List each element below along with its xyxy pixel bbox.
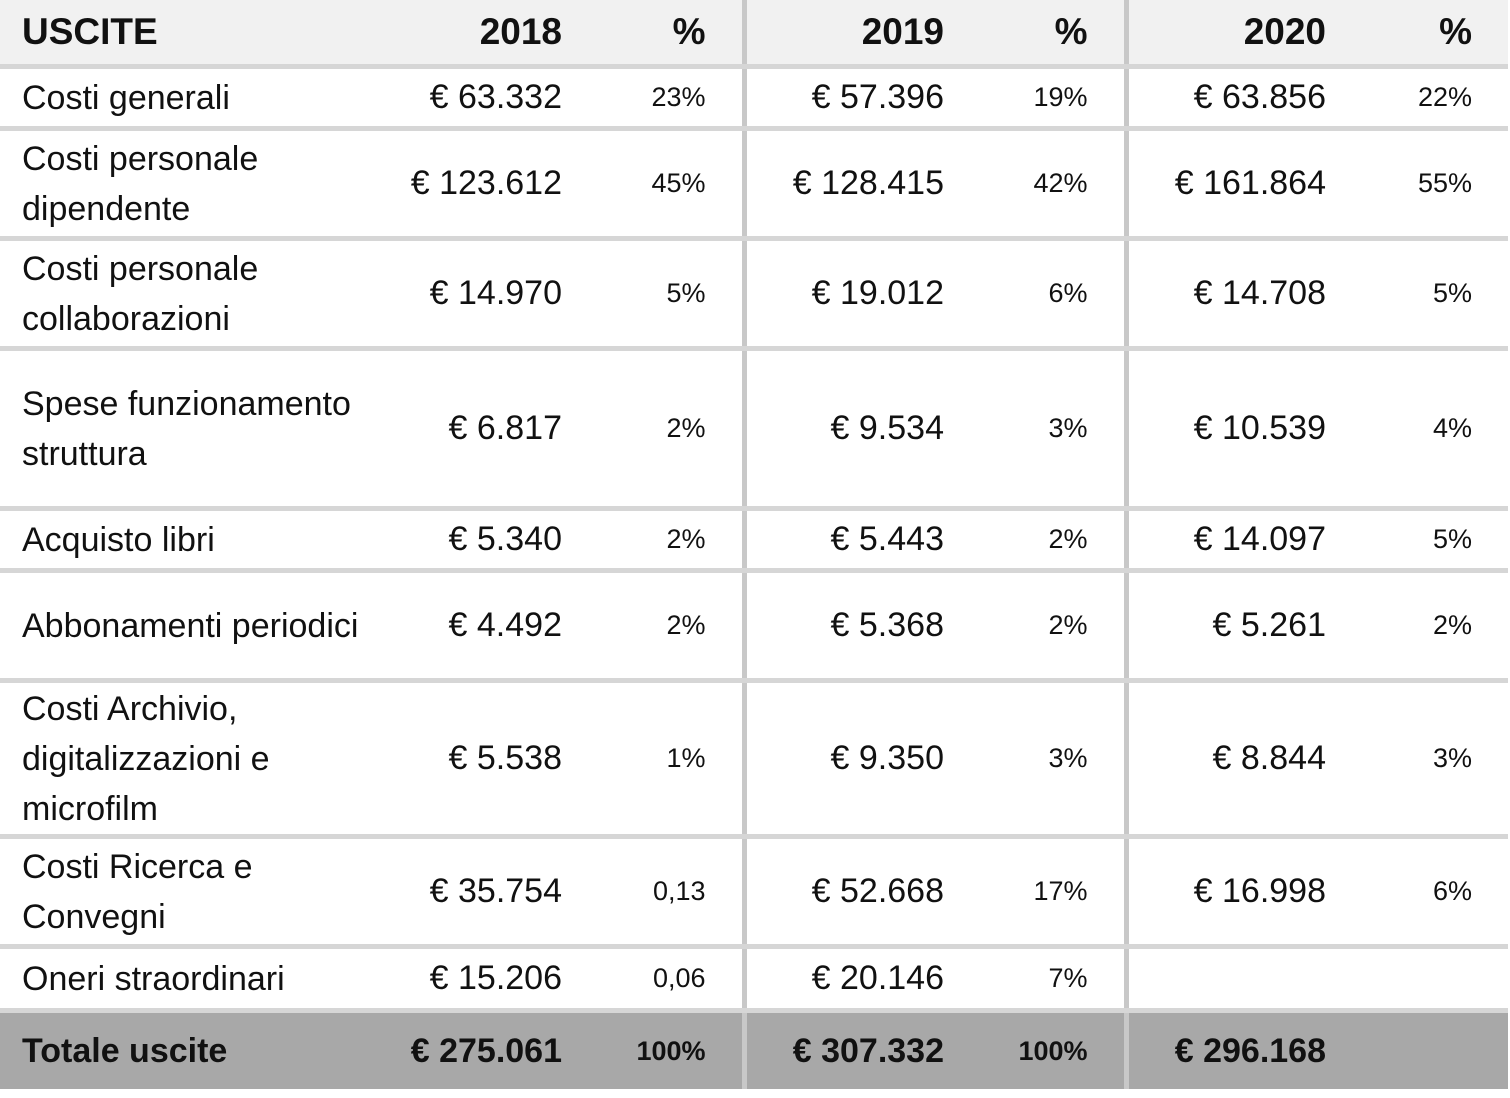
total-pct-2018: 100% bbox=[562, 1010, 747, 1089]
header-pct-2018: % bbox=[562, 0, 747, 69]
header-year-2018: 2018 bbox=[362, 0, 562, 69]
total-value-2018: € 275.061 bbox=[362, 1010, 562, 1089]
total-value-2020: € 296.168 bbox=[1126, 1010, 1326, 1089]
value-2018: € 14.970 bbox=[362, 238, 562, 351]
pct-2020: 55% bbox=[1326, 128, 1508, 241]
row-label: Abbonamenti periodici bbox=[0, 570, 362, 683]
value-2019: € 57.396 bbox=[744, 66, 944, 131]
value-2020: € 10.539 bbox=[1126, 348, 1326, 511]
row-label: Costi Archivio, digitalizzazioni e micro… bbox=[0, 680, 362, 839]
pct-2018: 23% bbox=[562, 66, 747, 131]
pct-2019: 6% bbox=[944, 238, 1129, 351]
row-label: Spese funzionamento struttura bbox=[0, 348, 362, 511]
table-row: Costi Archivio, digitalizzazioni e micro… bbox=[0, 680, 1508, 839]
pct-2020: 6% bbox=[1326, 836, 1508, 949]
pct-2020: 2% bbox=[1326, 570, 1508, 683]
pct-2019: 19% bbox=[944, 66, 1129, 131]
value-2018: € 4.492 bbox=[362, 570, 562, 683]
table-row: Costi personale dipendente € 123.612 45%… bbox=[0, 128, 1508, 241]
row-label: Costi generali bbox=[0, 66, 362, 131]
value-2018: € 6.817 bbox=[362, 348, 562, 511]
row-label: Oneri straordinari bbox=[0, 946, 362, 1013]
value-2018: € 15.206 bbox=[362, 946, 562, 1013]
header-pct-2019: % bbox=[944, 0, 1129, 69]
value-2018: € 123.612 bbox=[362, 128, 562, 241]
value-2018: € 63.332 bbox=[362, 66, 562, 131]
table-row: Costi generali € 63.332 23% € 57.396 19%… bbox=[0, 66, 1508, 131]
value-2020: € 5.261 bbox=[1126, 570, 1326, 683]
header-row: USCITE 2018 % 2019 % 2020 % bbox=[0, 0, 1508, 69]
table-row: Abbonamenti periodici € 4.492 2% € 5.368… bbox=[0, 570, 1508, 683]
total-value-2019: € 307.332 bbox=[744, 1010, 944, 1089]
value-2018: € 35.754 bbox=[362, 836, 562, 949]
pct-2018: 0,06 bbox=[562, 946, 747, 1013]
value-2020: € 8.844 bbox=[1126, 680, 1326, 839]
pct-2020: 5% bbox=[1326, 238, 1508, 351]
value-2020: € 161.864 bbox=[1126, 128, 1326, 241]
pct-2019: 2% bbox=[944, 508, 1129, 573]
row-label: Costi personale collaborazioni bbox=[0, 238, 362, 351]
table-row: Oneri straordinari € 15.206 0,06 € 20.14… bbox=[0, 946, 1508, 1013]
row-label: Costi personale dipendente bbox=[0, 128, 362, 241]
header-year-2019: 2019 bbox=[744, 0, 944, 69]
pct-2019: 3% bbox=[944, 348, 1129, 511]
header-label: USCITE bbox=[0, 0, 362, 69]
header-pct-2020: % bbox=[1326, 0, 1508, 69]
total-pct-2019: 100% bbox=[944, 1010, 1129, 1089]
pct-2019: 2% bbox=[944, 570, 1129, 683]
pct-2018: 5% bbox=[562, 238, 747, 351]
value-2019: € 9.350 bbox=[744, 680, 944, 839]
pct-2019: 42% bbox=[944, 128, 1129, 241]
table-row: Costi Ricerca e Convegni € 35.754 0,13 €… bbox=[0, 836, 1508, 949]
value-2020: € 14.708 bbox=[1126, 238, 1326, 351]
pct-2020: 5% bbox=[1326, 508, 1508, 573]
table-row: Acquisto libri € 5.340 2% € 5.443 2% € 1… bbox=[0, 508, 1508, 573]
value-2019: € 5.443 bbox=[744, 508, 944, 573]
pct-2020 bbox=[1326, 946, 1508, 1013]
pct-2020: 22% bbox=[1326, 66, 1508, 131]
total-row: Totale uscite € 275.061 100% € 307.332 1… bbox=[0, 1010, 1508, 1089]
value-2019: € 19.012 bbox=[744, 238, 944, 351]
pct-2019: 3% bbox=[944, 680, 1129, 839]
value-2020: € 16.998 bbox=[1126, 836, 1326, 949]
pct-2018: 1% bbox=[562, 680, 747, 839]
row-label: Acquisto libri bbox=[0, 508, 362, 573]
pct-2020: 3% bbox=[1326, 680, 1508, 839]
row-label: Costi Ricerca e Convegni bbox=[0, 836, 362, 949]
value-2019: € 5.368 bbox=[744, 570, 944, 683]
pct-2018: 2% bbox=[562, 348, 747, 511]
pct-2018: 2% bbox=[562, 570, 747, 683]
pct-2020: 4% bbox=[1326, 348, 1508, 511]
pct-2018: 0,13 bbox=[562, 836, 747, 949]
table-row: Costi personale collaborazioni € 14.970 … bbox=[0, 238, 1508, 351]
value-2020 bbox=[1126, 946, 1326, 1013]
value-2019: € 20.146 bbox=[744, 946, 944, 1013]
pct-2018: 2% bbox=[562, 508, 747, 573]
pct-2019: 17% bbox=[944, 836, 1129, 949]
total-label: Totale uscite bbox=[0, 1010, 362, 1089]
table-row: Spese funzionamento struttura € 6.817 2%… bbox=[0, 348, 1508, 511]
pct-2018: 45% bbox=[562, 128, 747, 241]
value-2018: € 5.538 bbox=[362, 680, 562, 839]
value-2019: € 52.668 bbox=[744, 836, 944, 949]
value-2018: € 5.340 bbox=[362, 508, 562, 573]
total-pct-2020 bbox=[1326, 1010, 1508, 1089]
pct-2019: 7% bbox=[944, 946, 1129, 1013]
value-2019: € 9.534 bbox=[744, 348, 944, 511]
header-year-2020: 2020 bbox=[1126, 0, 1326, 69]
value-2020: € 14.097 bbox=[1126, 508, 1326, 573]
value-2019: € 128.415 bbox=[744, 128, 944, 241]
value-2020: € 63.856 bbox=[1126, 66, 1326, 131]
